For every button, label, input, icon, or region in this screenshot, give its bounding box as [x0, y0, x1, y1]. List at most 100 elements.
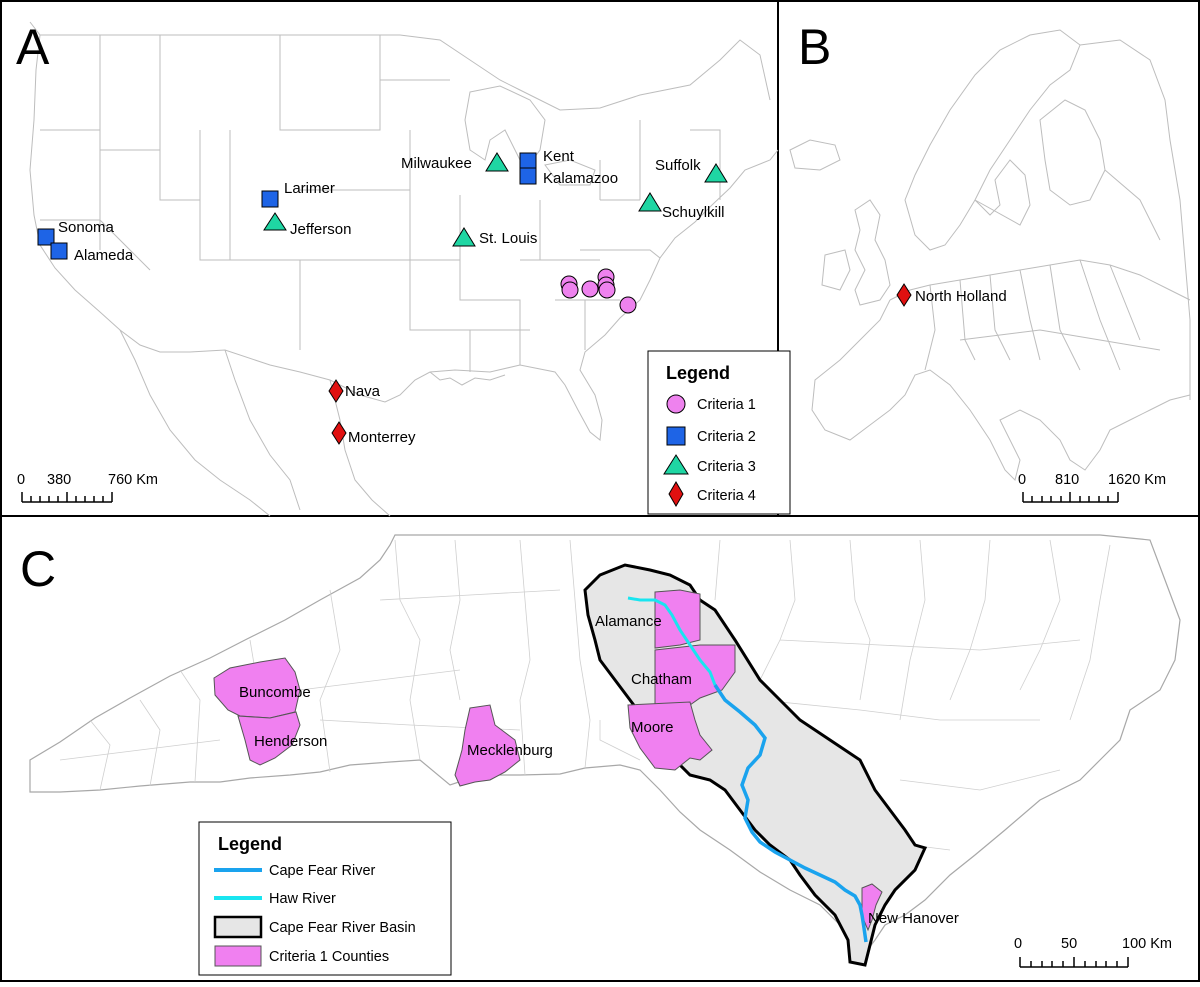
panel-a-scale-bar: 0 380 760 Km	[17, 472, 158, 503]
marker-nc-site	[619, 296, 637, 314]
label-nava: Nava	[345, 383, 381, 400]
county-mecklenburg	[454, 704, 521, 787]
marker-larimer	[261, 190, 279, 208]
label-new-hanover: New Hanover	[868, 910, 959, 927]
county-buncombe	[213, 657, 301, 719]
panel-c-scale-bar: 0 50 100 Km	[1014, 936, 1172, 968]
panel-a-labels: Sonoma Alameda Larimer Jefferson Milwauk…	[58, 148, 725, 446]
panel-b-scale-bar: 0 810 1620 Km	[1018, 472, 1166, 503]
marker-schuylkill	[638, 192, 662, 212]
continental-europe	[811, 259, 1191, 481]
scale-c-tick-2: 100 Km	[1122, 936, 1172, 952]
great-britain	[854, 199, 891, 306]
marker-suffolk	[704, 163, 728, 183]
panel-c-map	[29, 534, 1181, 967]
label-larimer: Larimer	[284, 180, 335, 197]
label-mecklenburg: Mecklenburg	[467, 742, 553, 759]
great-lakes	[464, 85, 596, 186]
label-milwaukee: Milwaukee	[401, 155, 472, 172]
legend-a-circle-symbol	[666, 394, 686, 414]
label-schuylkill: Schuylkill	[662, 204, 725, 221]
cape-fear-river	[713, 684, 868, 943]
legend-a-triangle-symbol	[663, 454, 689, 475]
label-north-holland: North Holland	[915, 288, 1007, 305]
legend-a-item-4: Criteria 4	[697, 488, 756, 504]
marker-nc-site	[581, 280, 599, 298]
label-henderson: Henderson	[254, 733, 327, 750]
panel-a-map	[29, 21, 779, 517]
scale-c-tick-0: 0	[1014, 936, 1022, 952]
panel-c-labels: Alamance Chatham Moore Buncombe Henderso…	[239, 613, 959, 927]
label-monterrey: Monterrey	[348, 429, 416, 446]
legend-a-item-3: Criteria 3	[697, 459, 756, 475]
label-suffolk: Suffolk	[655, 157, 701, 174]
marker-north-holland	[896, 283, 912, 307]
marker-st-louis	[452, 227, 476, 247]
label-buncombe: Buncombe	[239, 684, 311, 701]
label-alamance: Alamance	[595, 613, 662, 630]
scale-b-tick-1: 810	[1055, 472, 1079, 488]
marker-kalamazoo	[519, 167, 537, 185]
panel-c-letter: C	[20, 541, 56, 597]
panel-c-legend: Legend Cape Fear River Haw River Cape Fe…	[198, 821, 452, 976]
iceland	[789, 139, 841, 171]
legend-a-title: Legend	[666, 363, 730, 383]
state-lines	[40, 35, 721, 372]
scale-a-tick-2: 760 Km	[108, 472, 158, 488]
nc-county-lines	[59, 539, 1111, 851]
eastern-europe	[1079, 39, 1191, 400]
scale-b-tick-2: 1620 Km	[1108, 472, 1166, 488]
label-kalamazoo: Kalamazoo	[543, 170, 618, 187]
marker-jefferson	[263, 212, 287, 231]
marker-milwaukee	[485, 152, 509, 172]
marker-alameda	[50, 242, 68, 260]
county-moore	[627, 701, 713, 771]
label-moore: Moore	[631, 719, 674, 736]
label-kent: Kent	[543, 148, 575, 165]
label-alameda: Alameda	[74, 247, 134, 264]
label-sonoma: Sonoma	[58, 219, 115, 236]
us-outline	[29, 21, 779, 441]
finland	[1039, 99, 1106, 206]
legend-c-basin-symbol	[213, 915, 263, 939]
europe-internal-borders	[924, 259, 1161, 371]
scale-b-tick-0: 0	[1018, 472, 1026, 488]
marker-nc-site	[561, 281, 579, 299]
scale-a-tick-1: 380	[47, 472, 71, 488]
legend-c-item-1: Cape Fear River	[269, 863, 376, 879]
haw-river	[627, 596, 717, 686]
label-chatham: Chatham	[631, 671, 692, 688]
county-henderson	[237, 711, 301, 766]
ireland	[821, 249, 851, 291]
marker-monterrey	[331, 421, 347, 445]
scale-c-tick-1: 50	[1061, 936, 1077, 952]
panel-a-letter: A	[16, 19, 50, 75]
panel-a-legend: Legend Criteria 1 Criteria 2 Criteria 3 …	[647, 350, 791, 515]
panel-b-letter: B	[798, 19, 831, 75]
legend-c-title: Legend	[218, 834, 282, 854]
legend-c-item-4: Criteria 1 Counties	[269, 949, 389, 965]
legend-a-item-2: Criteria 2	[697, 429, 756, 445]
legend-a-item-1: Criteria 1	[697, 397, 756, 413]
label-jefferson: Jefferson	[290, 221, 351, 238]
legend-a-square-symbol	[666, 426, 686, 446]
marker-kent	[519, 152, 537, 170]
label-st-louis: St. Louis	[479, 230, 537, 247]
canada-border	[40, 34, 771, 111]
legend-c-item-3: Cape Fear River Basin	[269, 920, 416, 936]
gulf-coast	[429, 371, 506, 386]
mexico-outline	[119, 329, 391, 517]
marker-nava	[328, 379, 344, 403]
scale-a-tick-0: 0	[17, 472, 25, 488]
county-alamance	[654, 589, 701, 649]
marker-sonoma	[37, 228, 55, 246]
legend-a-diamond-symbol	[668, 481, 684, 507]
panel-a-sites	[37, 152, 728, 445]
marker-nc-site	[598, 281, 616, 299]
panel-b-map	[789, 29, 1191, 481]
scandinavia	[904, 29, 1081, 251]
legend-c-item-2: Haw River	[269, 891, 336, 907]
legend-c-county-symbol	[214, 945, 262, 967]
